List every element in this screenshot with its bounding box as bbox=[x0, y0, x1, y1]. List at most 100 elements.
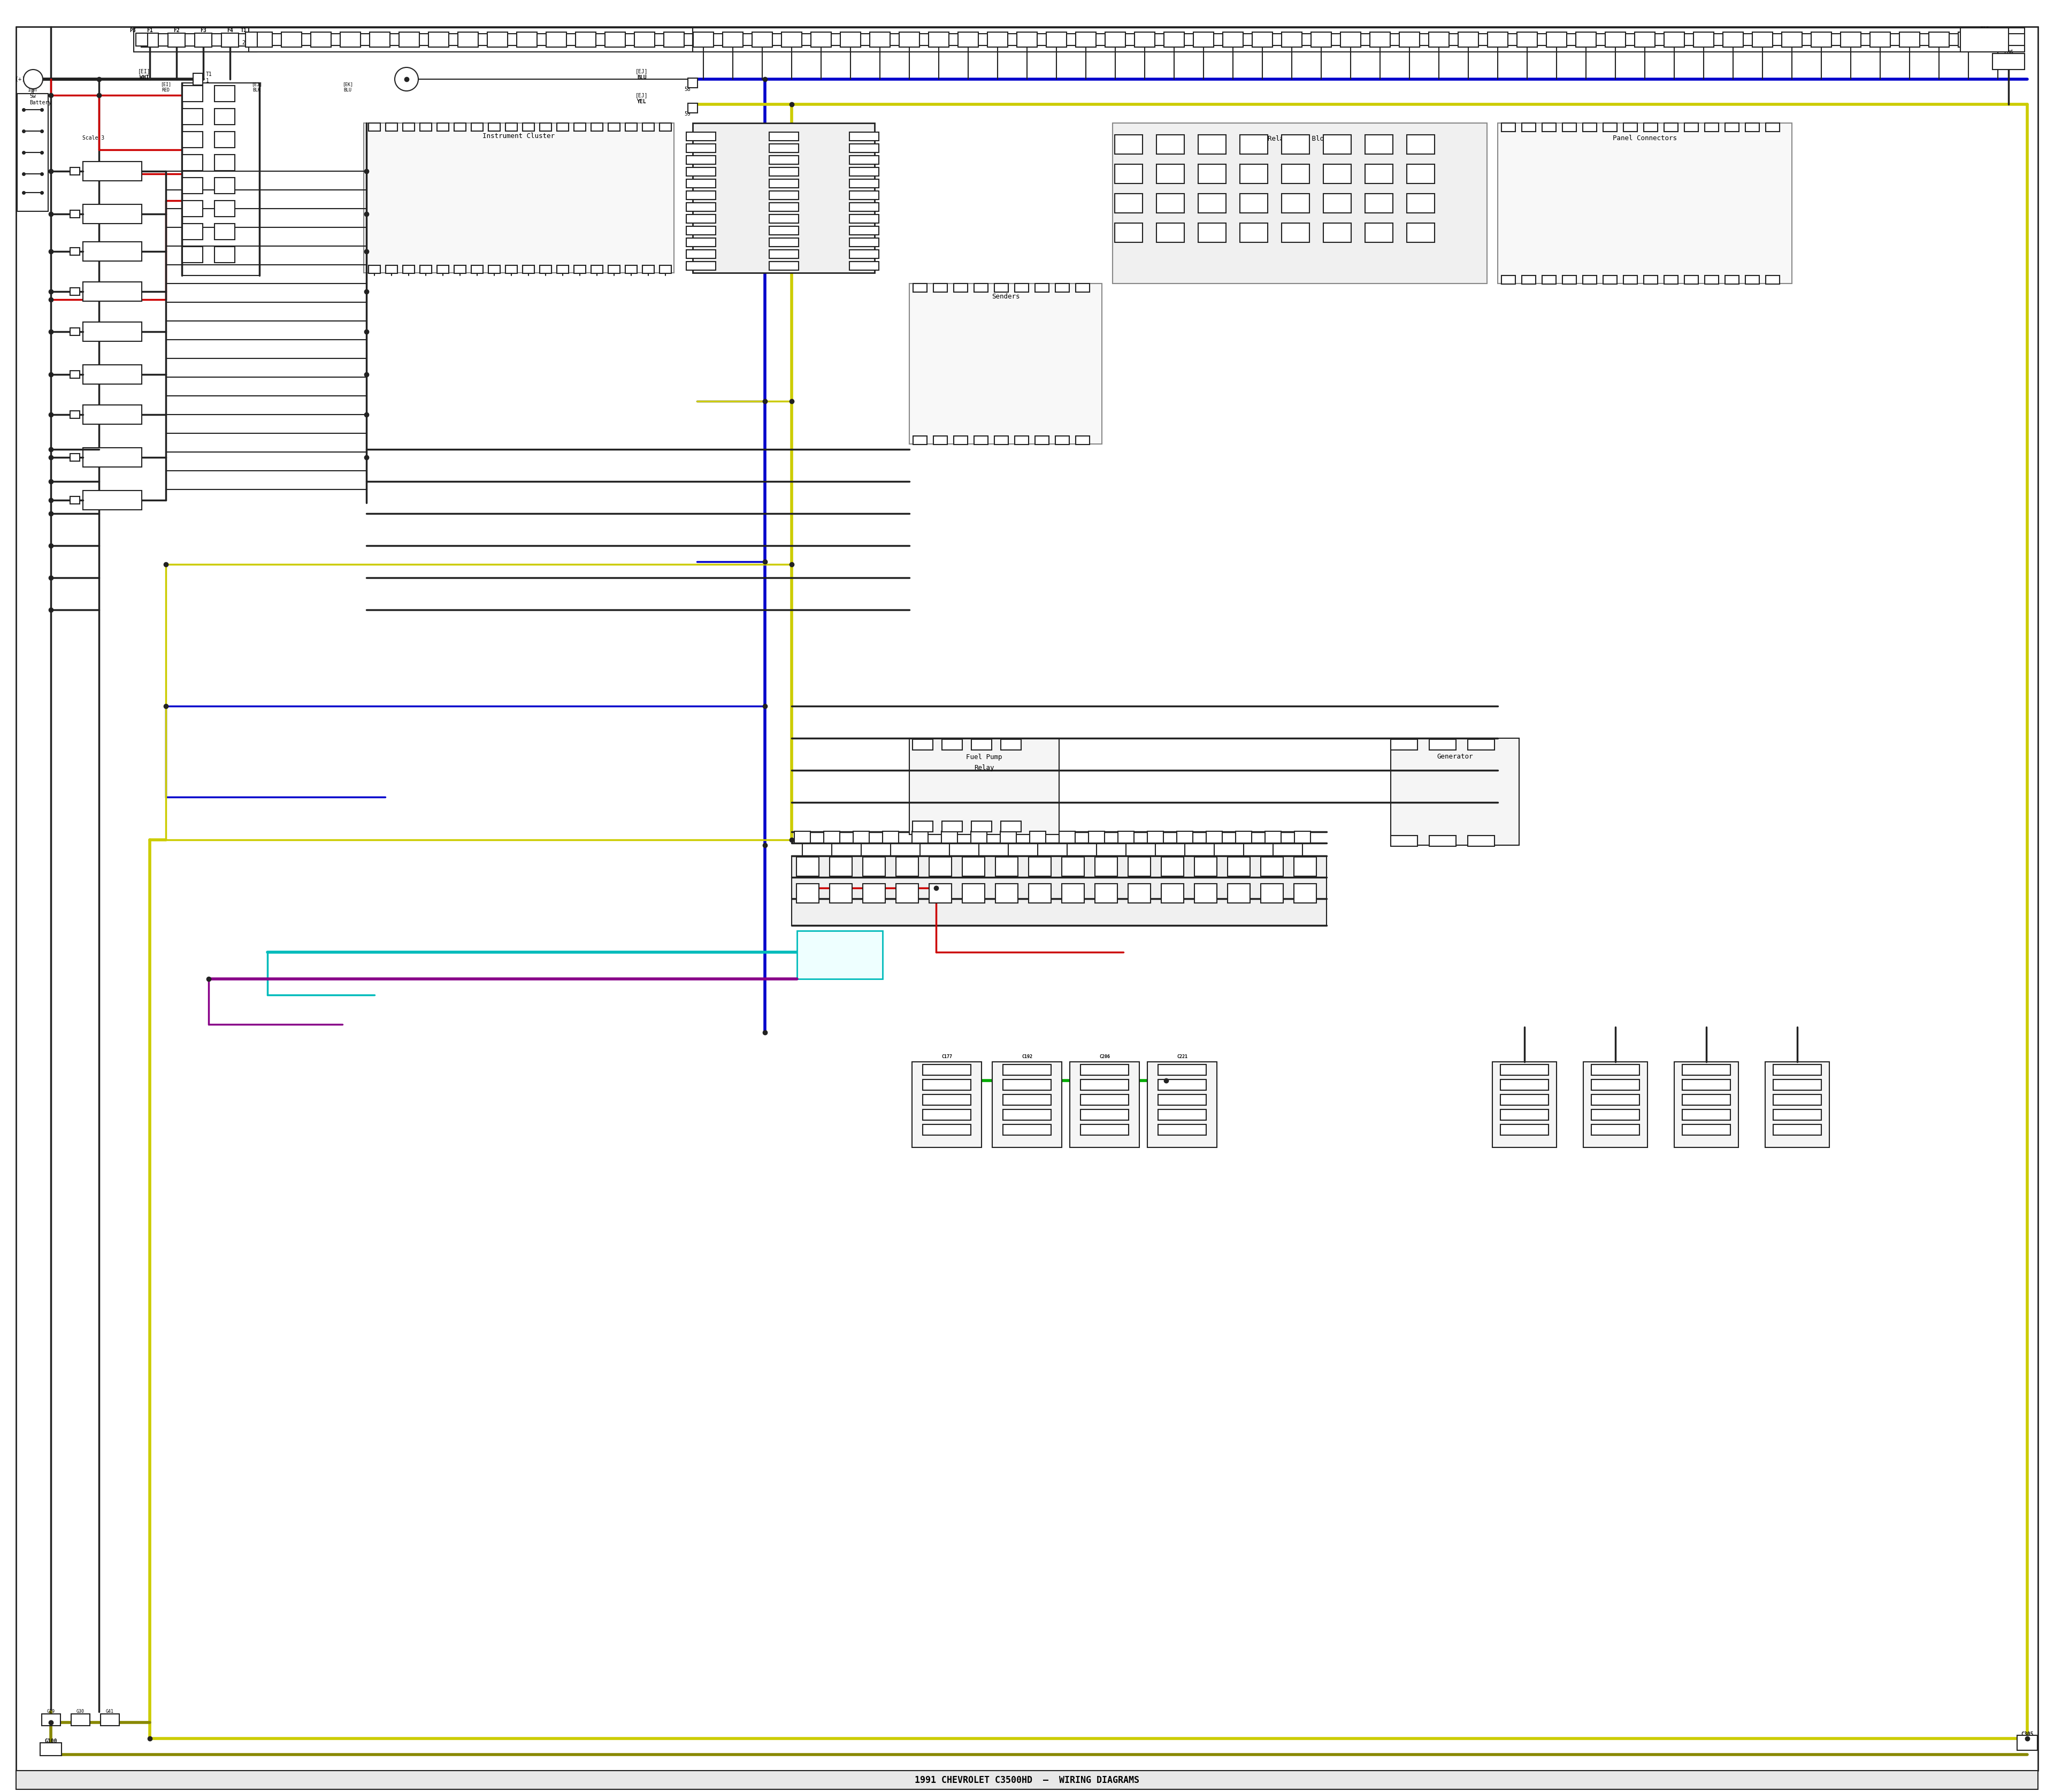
Bar bbox=[1497, 124, 1791, 283]
Bar bbox=[1282, 32, 1302, 47]
Bar bbox=[686, 262, 715, 271]
Bar bbox=[341, 32, 362, 47]
Bar bbox=[869, 32, 889, 47]
Bar bbox=[1499, 1095, 1549, 1106]
Bar bbox=[1499, 1079, 1549, 1090]
Bar bbox=[1487, 32, 1508, 47]
Bar bbox=[438, 265, 448, 272]
Bar bbox=[70, 167, 80, 176]
Text: [EJ]: [EJ] bbox=[635, 68, 649, 73]
Bar bbox=[183, 131, 203, 147]
Bar bbox=[142, 34, 158, 47]
Bar bbox=[1623, 124, 1637, 131]
Text: 59: 59 bbox=[684, 111, 690, 116]
Bar bbox=[470, 265, 483, 272]
Text: [EJ]: [EJ] bbox=[635, 93, 649, 99]
Bar bbox=[70, 496, 80, 504]
Bar bbox=[1684, 276, 1699, 285]
Bar bbox=[1781, 32, 1801, 47]
Bar bbox=[1076, 283, 1089, 292]
Bar bbox=[692, 124, 875, 272]
Text: C177: C177 bbox=[941, 1054, 953, 1059]
Bar bbox=[214, 177, 234, 194]
Bar bbox=[1029, 831, 1045, 842]
Bar bbox=[914, 435, 926, 444]
Bar bbox=[136, 34, 148, 47]
Bar bbox=[910, 283, 1101, 444]
Bar bbox=[1076, 32, 1097, 47]
Bar bbox=[1029, 857, 1052, 876]
Bar bbox=[1241, 165, 1267, 183]
Text: C221: C221 bbox=[1177, 1054, 1187, 1059]
Bar bbox=[608, 265, 620, 272]
Bar bbox=[82, 242, 142, 262]
Bar bbox=[1261, 883, 1284, 903]
Text: C192: C192 bbox=[1021, 1054, 1033, 1059]
Bar bbox=[438, 124, 448, 131]
Bar bbox=[195, 34, 212, 47]
Bar bbox=[928, 32, 949, 47]
Text: ECM: ECM bbox=[776, 136, 791, 143]
Bar bbox=[768, 192, 799, 199]
Bar bbox=[386, 124, 396, 131]
Bar bbox=[1128, 857, 1150, 876]
Bar bbox=[974, 283, 988, 292]
Bar bbox=[1499, 1124, 1549, 1134]
Bar bbox=[1643, 276, 1658, 285]
Bar bbox=[686, 226, 715, 235]
Bar bbox=[1156, 222, 1185, 242]
Bar bbox=[663, 32, 684, 47]
Text: 1: 1 bbox=[31, 90, 35, 95]
Bar bbox=[1115, 165, 1142, 183]
Bar bbox=[573, 124, 585, 131]
Text: 1: 1 bbox=[205, 79, 210, 84]
Bar bbox=[912, 821, 933, 831]
Bar bbox=[1095, 857, 1117, 876]
Bar bbox=[852, 831, 869, 842]
Bar bbox=[1115, 194, 1142, 213]
Bar bbox=[1518, 32, 1536, 47]
Bar bbox=[487, 32, 507, 47]
Bar bbox=[1282, 222, 1310, 242]
Bar bbox=[575, 32, 596, 47]
Bar bbox=[996, 857, 1019, 876]
Bar bbox=[82, 405, 142, 425]
Bar bbox=[2017, 1735, 2038, 1751]
Bar bbox=[1773, 1079, 1822, 1090]
Bar bbox=[454, 265, 466, 272]
Text: Battery: Battery bbox=[29, 100, 51, 106]
Bar bbox=[1193, 32, 1214, 47]
Bar bbox=[183, 86, 203, 102]
Bar bbox=[214, 201, 234, 217]
Bar bbox=[1705, 276, 1719, 285]
Bar bbox=[659, 124, 672, 131]
Bar bbox=[183, 201, 203, 217]
Text: Ign: Ign bbox=[29, 88, 37, 93]
Bar bbox=[368, 124, 380, 131]
Bar bbox=[643, 265, 653, 272]
Bar bbox=[82, 281, 142, 301]
Bar bbox=[686, 167, 715, 176]
Bar bbox=[994, 283, 1009, 292]
Bar bbox=[1960, 27, 2009, 52]
Bar bbox=[768, 215, 799, 222]
Bar bbox=[972, 831, 986, 842]
Bar bbox=[1957, 32, 1978, 47]
Bar bbox=[994, 435, 1009, 444]
Bar bbox=[368, 265, 380, 272]
Bar bbox=[1684, 124, 1699, 131]
Bar bbox=[1015, 435, 1029, 444]
Bar bbox=[1089, 831, 1105, 842]
Bar bbox=[1766, 124, 1779, 131]
Bar bbox=[688, 79, 698, 88]
Text: G100: G100 bbox=[45, 1738, 58, 1744]
Bar bbox=[1029, 883, 1052, 903]
Bar bbox=[848, 262, 879, 271]
Bar bbox=[1563, 124, 1575, 131]
Bar bbox=[686, 238, 715, 247]
Bar bbox=[848, 202, 879, 211]
Bar bbox=[214, 131, 234, 147]
Bar bbox=[1664, 32, 1684, 47]
Text: YEL: YEL bbox=[637, 99, 647, 104]
Bar bbox=[1197, 165, 1226, 183]
